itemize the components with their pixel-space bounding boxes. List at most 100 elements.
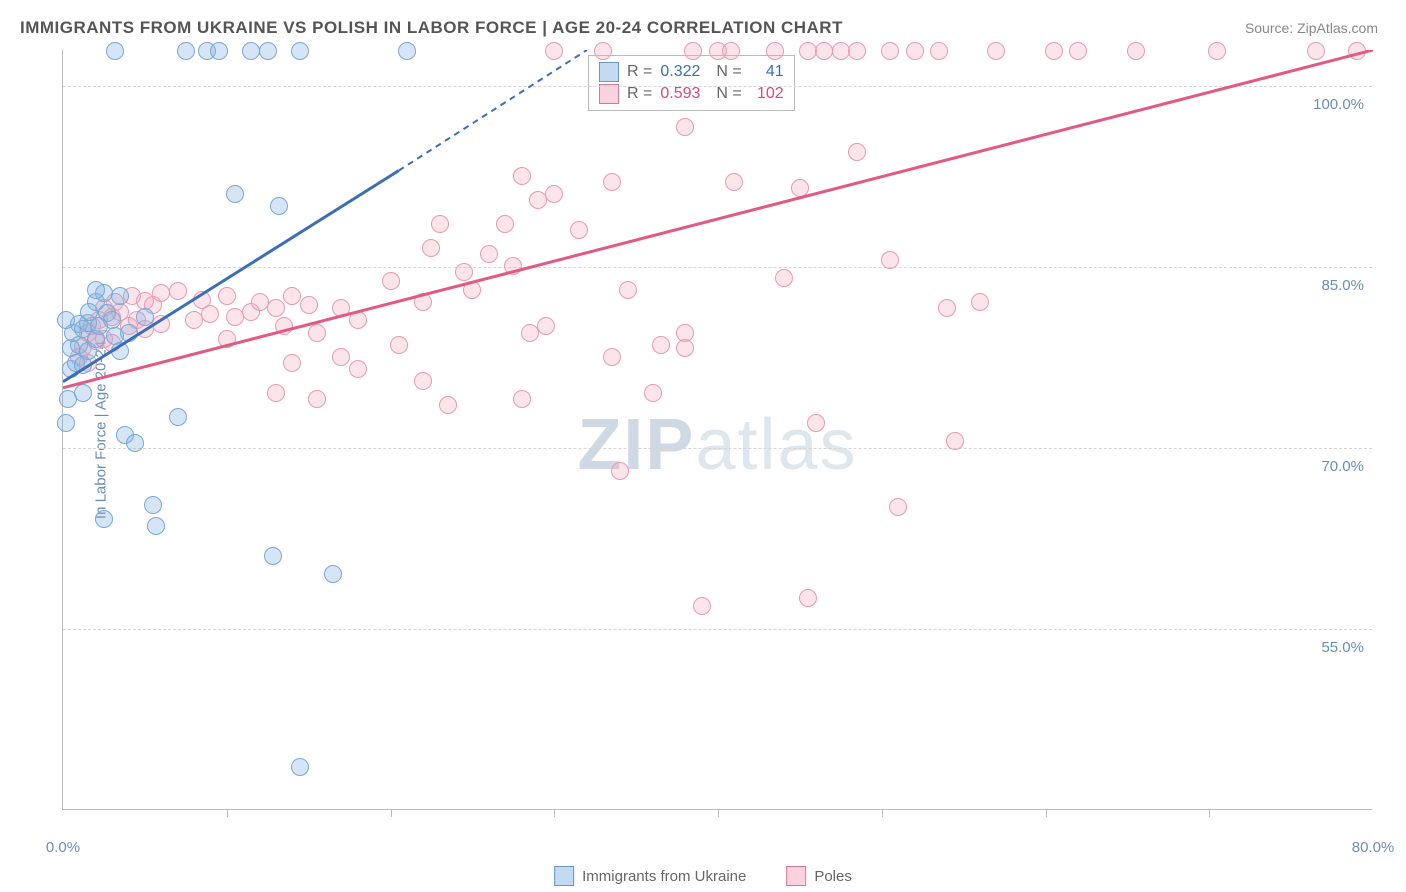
point-pink	[300, 296, 318, 314]
point-pink	[848, 42, 866, 60]
point-pink	[693, 597, 711, 615]
point-pink	[725, 173, 743, 191]
point-pink	[414, 293, 432, 311]
point-pink	[332, 348, 350, 366]
point-pink	[1045, 42, 1063, 60]
x-label-right: 80.0%	[1352, 839, 1395, 856]
point-blue	[95, 510, 113, 528]
point-pink	[431, 215, 449, 233]
point-blue	[136, 308, 154, 326]
point-pink	[722, 42, 740, 60]
point-blue	[147, 517, 165, 535]
point-pink	[414, 372, 432, 390]
point-pink	[832, 42, 850, 60]
y-tick-label: 85.0%	[1321, 277, 1364, 294]
point-blue	[398, 42, 416, 60]
point-pink	[545, 42, 563, 60]
point-pink	[218, 330, 236, 348]
point-blue	[169, 408, 187, 426]
chart-title: IMMIGRANTS FROM UKRAINE VS POLISH IN LAB…	[20, 18, 843, 38]
point-blue	[242, 42, 260, 60]
point-pink	[594, 42, 612, 60]
point-pink	[218, 287, 236, 305]
gridline	[63, 86, 1372, 87]
point-pink	[906, 42, 924, 60]
point-pink	[766, 42, 784, 60]
point-pink	[504, 257, 522, 275]
point-pink	[185, 311, 203, 329]
point-pink	[332, 299, 350, 317]
swatch-blue-icon	[599, 62, 619, 82]
point-pink	[275, 317, 293, 335]
legend-blue-label: Immigrants from Ukraine	[582, 868, 746, 885]
point-pink	[881, 251, 899, 269]
n-label: N =	[716, 85, 741, 103]
point-pink	[349, 311, 367, 329]
point-pink	[267, 299, 285, 317]
point-pink	[152, 315, 170, 333]
gridline	[63, 267, 1372, 268]
point-pink	[570, 221, 588, 239]
point-blue	[111, 342, 129, 360]
point-pink	[799, 42, 817, 60]
point-pink	[537, 317, 555, 335]
point-pink	[791, 179, 809, 197]
point-pink	[513, 167, 531, 185]
point-pink	[439, 396, 457, 414]
x-tick	[1209, 809, 1210, 817]
point-pink	[930, 42, 948, 60]
point-pink	[349, 360, 367, 378]
y-tick-label: 100.0%	[1313, 96, 1364, 113]
x-tick	[554, 809, 555, 817]
point-pink	[676, 118, 694, 136]
point-pink	[775, 269, 793, 287]
point-pink	[463, 281, 481, 299]
point-pink	[521, 324, 539, 342]
point-pink	[152, 284, 170, 302]
y-tick-label: 55.0%	[1321, 639, 1364, 656]
gridline	[63, 448, 1372, 449]
point-pink	[480, 245, 498, 263]
point-pink	[545, 185, 563, 203]
point-blue	[270, 197, 288, 215]
n-value-blue: 41	[750, 63, 784, 81]
point-blue	[126, 434, 144, 452]
x-tick	[1046, 809, 1047, 817]
n-label: N =	[716, 63, 741, 81]
point-pink	[619, 281, 637, 299]
plot-area: ZIPatlas R = 0.322 N = 41 R = 0.593 N = …	[62, 50, 1372, 810]
point-blue	[57, 311, 75, 329]
point-pink	[603, 348, 621, 366]
point-blue	[177, 42, 195, 60]
point-pink	[1348, 42, 1366, 60]
point-pink	[422, 239, 440, 257]
chart-container: In Labor Force | Age 20-24 ZIPatlas R = …	[20, 50, 1386, 810]
gridline	[63, 629, 1372, 630]
point-pink	[938, 299, 956, 317]
point-pink	[513, 390, 531, 408]
bottom-legend: Immigrants from Ukraine Poles	[554, 866, 852, 886]
legend-blue-swatch-icon	[554, 866, 574, 886]
point-pink	[611, 462, 629, 480]
point-blue	[87, 281, 105, 299]
point-blue	[324, 565, 342, 583]
x-label-left: 0.0%	[46, 839, 80, 856]
point-blue	[106, 42, 124, 60]
point-pink	[848, 143, 866, 161]
point-pink	[1208, 42, 1226, 60]
x-tick	[718, 809, 719, 817]
point-blue	[259, 42, 277, 60]
point-pink	[799, 589, 817, 607]
legend-pink-label: Poles	[814, 868, 852, 885]
point-pink	[889, 498, 907, 516]
point-pink	[1127, 42, 1145, 60]
point-pink	[1069, 42, 1087, 60]
x-tick	[391, 809, 392, 817]
stats-box: R = 0.322 N = 41 R = 0.593 N = 102	[588, 55, 795, 111]
point-pink	[267, 384, 285, 402]
r-label: R =	[627, 85, 652, 103]
point-pink	[308, 390, 326, 408]
point-pink	[815, 42, 833, 60]
point-pink	[529, 191, 547, 209]
point-pink	[455, 263, 473, 281]
